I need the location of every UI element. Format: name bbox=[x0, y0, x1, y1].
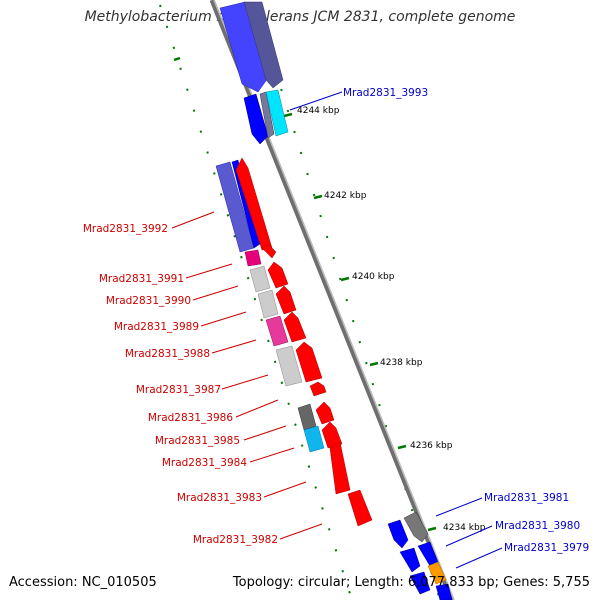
gene-label[interactable]: Mrad2831_3988 bbox=[125, 348, 210, 360]
gene-label[interactable]: Mrad2831_3989 bbox=[114, 321, 199, 333]
gene-label[interactable]: Mrad2831_3985 bbox=[155, 435, 240, 447]
gene-arrow[interactable] bbox=[219, 1, 269, 93]
map-title: Methylobacterium radiotolerans JCM 2831,… bbox=[84, 9, 516, 25]
reverse-label-leaders bbox=[289, 91, 503, 569]
forward-gene-labels: Mrad2831_3992 Mrad2831_3991 Mrad2831_399… bbox=[83, 223, 278, 546]
gene-arrow[interactable] bbox=[321, 421, 343, 449]
gene-arrow[interactable] bbox=[275, 345, 303, 387]
gene-arrow[interactable] bbox=[387, 519, 409, 549]
gene-arrow[interactable] bbox=[435, 583, 453, 600]
gene-arrow[interactable] bbox=[243, 93, 269, 145]
gene-arrow[interactable] bbox=[315, 401, 335, 425]
kbp-label: 4242 kbp bbox=[324, 191, 367, 201]
kbp-label: 4244 kbp bbox=[297, 106, 340, 116]
gene-arrow[interactable] bbox=[261, 243, 277, 259]
gene-arrow[interactable] bbox=[249, 265, 271, 293]
kbp-label: 4234 kbp bbox=[443, 523, 486, 533]
gene-label[interactable]: Mrad2831_3992 bbox=[83, 223, 168, 235]
kbp-label: 4236 kbp bbox=[410, 441, 453, 451]
forward-genes bbox=[215, 157, 373, 527]
gene-label[interactable]: Mrad2831_3986 bbox=[148, 412, 233, 424]
gene-label[interactable]: Mrad2831_3979 bbox=[504, 542, 589, 554]
gene-arrow[interactable] bbox=[403, 511, 429, 543]
gene-arrow[interactable] bbox=[257, 289, 279, 319]
gene-arrow[interactable] bbox=[417, 541, 439, 567]
gene-label[interactable]: Mrad2831_3980 bbox=[495, 520, 580, 532]
gene-arrow[interactable] bbox=[275, 285, 297, 315]
gene-label[interactable]: Mrad2831_3984 bbox=[162, 457, 247, 469]
gene-arrow[interactable] bbox=[309, 381, 327, 397]
gene-arrow[interactable] bbox=[235, 157, 273, 251]
gene-arrow[interactable] bbox=[243, 1, 284, 89]
gene-arrow[interactable] bbox=[297, 403, 317, 431]
gene-label[interactable]: Mrad2831_3993 bbox=[343, 87, 428, 99]
forward-label-leaders bbox=[171, 211, 323, 540]
accession-text: Accession: NC_010505 bbox=[9, 575, 157, 590]
gene-label[interactable]: Mrad2831_3987 bbox=[136, 384, 221, 396]
kbp-ticks bbox=[173, 56, 437, 532]
reverse-genes bbox=[219, 1, 453, 600]
gene-label[interactable]: Mrad2831_3990 bbox=[106, 295, 191, 307]
gene-arrow[interactable] bbox=[427, 561, 447, 585]
gene-label[interactable]: Mrad2831_3983 bbox=[177, 492, 262, 504]
gene-arrow[interactable] bbox=[295, 341, 323, 383]
gene-arrow[interactable] bbox=[329, 441, 351, 495]
gene-arrow[interactable] bbox=[267, 261, 289, 289]
gene-arrow[interactable] bbox=[303, 425, 325, 453]
gene-arrow[interactable] bbox=[347, 489, 373, 527]
kbp-labels: 4244 kbp 4242 kbp 4240 kbp 4238 kbp 4236… bbox=[297, 106, 486, 533]
gene-arrow[interactable] bbox=[283, 311, 307, 343]
gene-arrow[interactable] bbox=[399, 547, 421, 573]
gene-label[interactable]: Mrad2831_3981 bbox=[484, 492, 569, 504]
gene-arrow[interactable] bbox=[409, 571, 431, 595]
kbp-label: 4238 kbp bbox=[380, 358, 423, 368]
gene-label[interactable]: Mrad2831_3982 bbox=[193, 534, 278, 546]
gene-arrow[interactable] bbox=[265, 89, 289, 137]
genome-summary-text: Topology: circular; Length: 6,077,833 bp… bbox=[232, 575, 590, 590]
kbp-label: 4240 kbp bbox=[352, 272, 395, 282]
gene-arrow[interactable] bbox=[265, 315, 289, 347]
reverse-gene-labels: Mrad2831_3993 Mrad2831_3981 Mrad2831_398… bbox=[343, 87, 589, 554]
gene-arrow[interactable] bbox=[259, 91, 275, 139]
gene-arrow[interactable] bbox=[244, 249, 262, 267]
gene-label[interactable]: Mrad2831_3991 bbox=[99, 273, 184, 285]
